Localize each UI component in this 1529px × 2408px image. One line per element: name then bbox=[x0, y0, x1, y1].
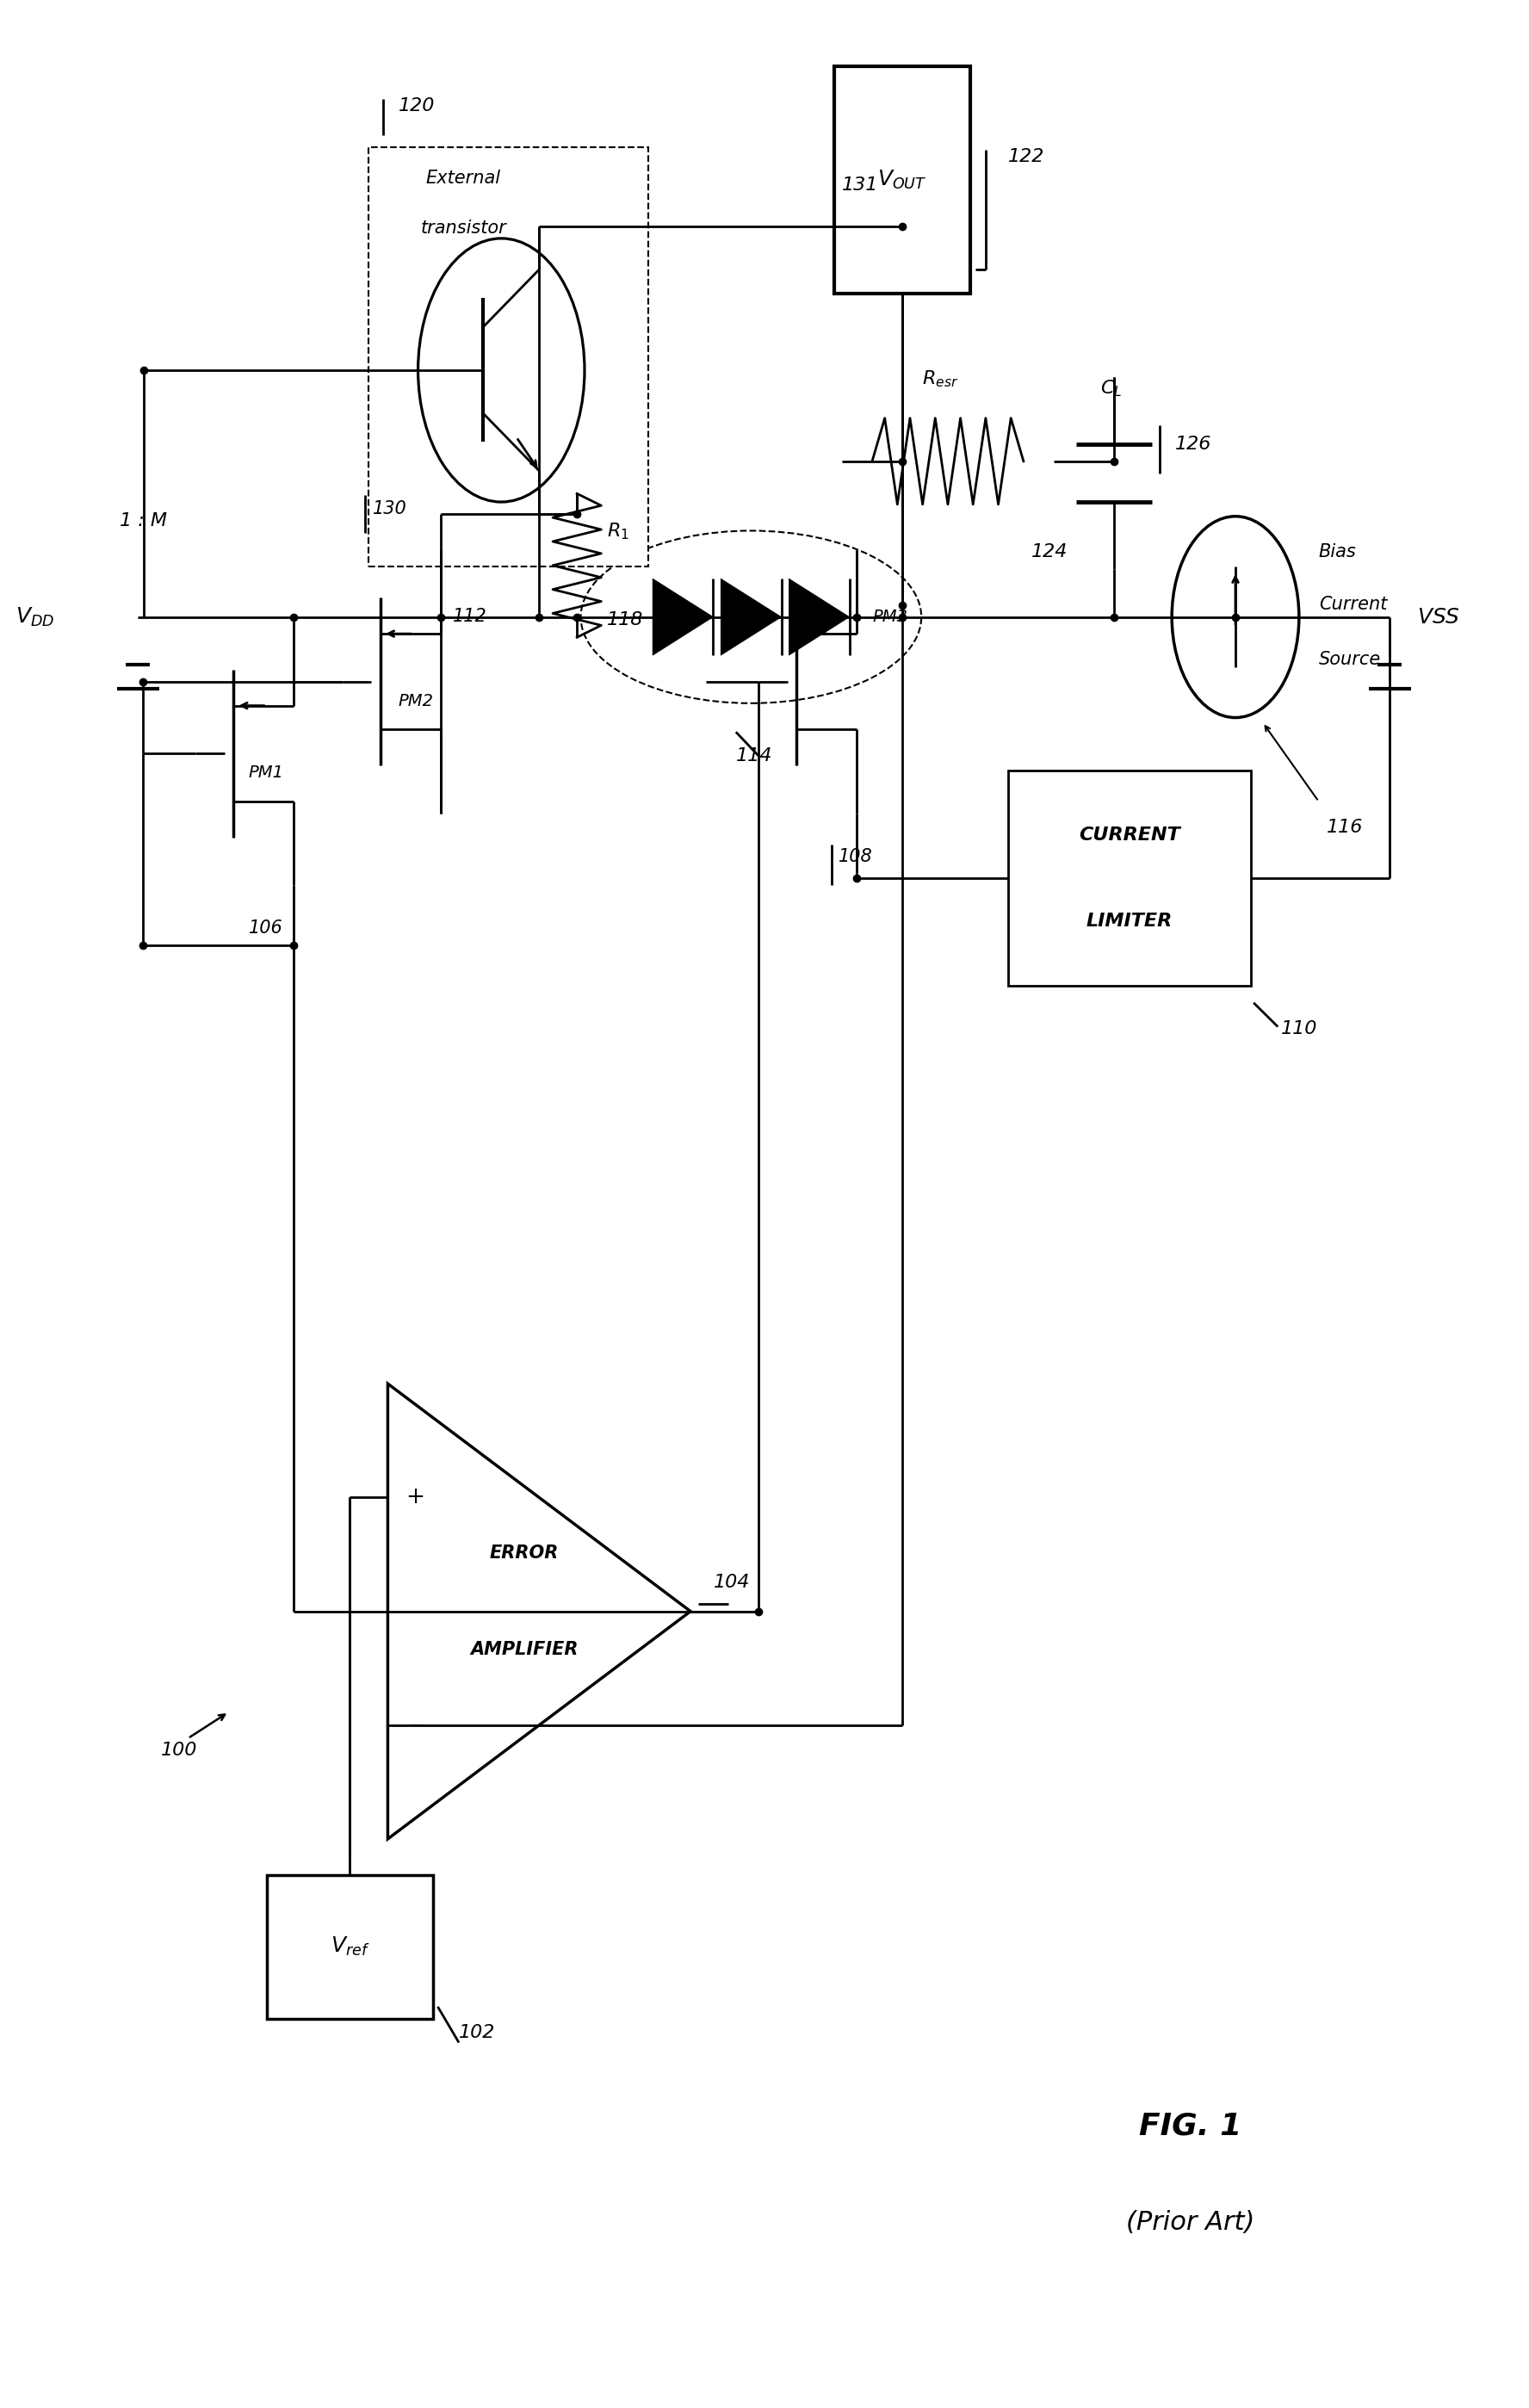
Text: (Prior Art): (Prior Art) bbox=[1125, 2211, 1254, 2235]
Text: CURRENT: CURRENT bbox=[1079, 826, 1180, 843]
Text: Current: Current bbox=[1318, 597, 1387, 614]
Text: $C_L$: $C_L$ bbox=[1101, 378, 1122, 400]
Text: LIMITER: LIMITER bbox=[1086, 913, 1173, 929]
Text: 108: 108 bbox=[839, 848, 873, 864]
Text: $R_1$: $R_1$ bbox=[607, 520, 630, 542]
Text: 100: 100 bbox=[161, 1741, 197, 1758]
Text: 104: 104 bbox=[713, 1572, 749, 1592]
Text: FIG. 1: FIG. 1 bbox=[1139, 2112, 1242, 2141]
Text: $R_{esr}$: $R_{esr}$ bbox=[922, 368, 959, 390]
Bar bbox=[835, 65, 971, 294]
Text: $-$: $-$ bbox=[407, 1714, 424, 1736]
Polygon shape bbox=[653, 578, 713, 655]
Text: 116: 116 bbox=[1326, 819, 1362, 836]
Text: $V_{ref}$: $V_{ref}$ bbox=[330, 1936, 370, 1958]
Text: ERROR: ERROR bbox=[489, 1546, 558, 1563]
Text: 130: 130 bbox=[373, 501, 407, 518]
Bar bbox=[266, 1876, 433, 2018]
Text: $V_{OUT}$: $V_{OUT}$ bbox=[878, 169, 927, 190]
Text: External: External bbox=[427, 169, 502, 188]
Text: 102: 102 bbox=[459, 2025, 495, 2042]
Text: 120: 120 bbox=[399, 99, 434, 116]
Text: 118: 118 bbox=[607, 612, 644, 628]
Text: 124: 124 bbox=[1031, 544, 1067, 561]
Text: Source: Source bbox=[1318, 650, 1381, 669]
Bar bbox=[1009, 771, 1251, 985]
Text: 112: 112 bbox=[453, 607, 488, 626]
Text: 114: 114 bbox=[735, 746, 772, 763]
Text: AMPLIFIER: AMPLIFIER bbox=[469, 1640, 578, 1657]
Text: PM1: PM1 bbox=[249, 766, 284, 780]
Text: +: + bbox=[405, 1486, 425, 1510]
Text: 131: 131 bbox=[842, 176, 878, 195]
Polygon shape bbox=[720, 578, 781, 655]
Text: 106: 106 bbox=[249, 920, 283, 937]
Text: $V_{DD}$: $V_{DD}$ bbox=[15, 607, 55, 628]
Text: 110: 110 bbox=[1281, 1021, 1318, 1038]
Text: transistor: transistor bbox=[420, 219, 506, 236]
Bar bbox=[368, 147, 648, 566]
Text: PM2: PM2 bbox=[399, 694, 434, 708]
Text: PM3: PM3 bbox=[872, 609, 907, 626]
Polygon shape bbox=[789, 578, 850, 655]
Text: 1 : M: 1 : M bbox=[119, 513, 167, 530]
Text: 126: 126 bbox=[1174, 436, 1211, 453]
Text: Bias: Bias bbox=[1318, 544, 1356, 561]
Text: 122: 122 bbox=[1009, 147, 1044, 166]
Text: $VSS$: $VSS$ bbox=[1417, 607, 1460, 628]
